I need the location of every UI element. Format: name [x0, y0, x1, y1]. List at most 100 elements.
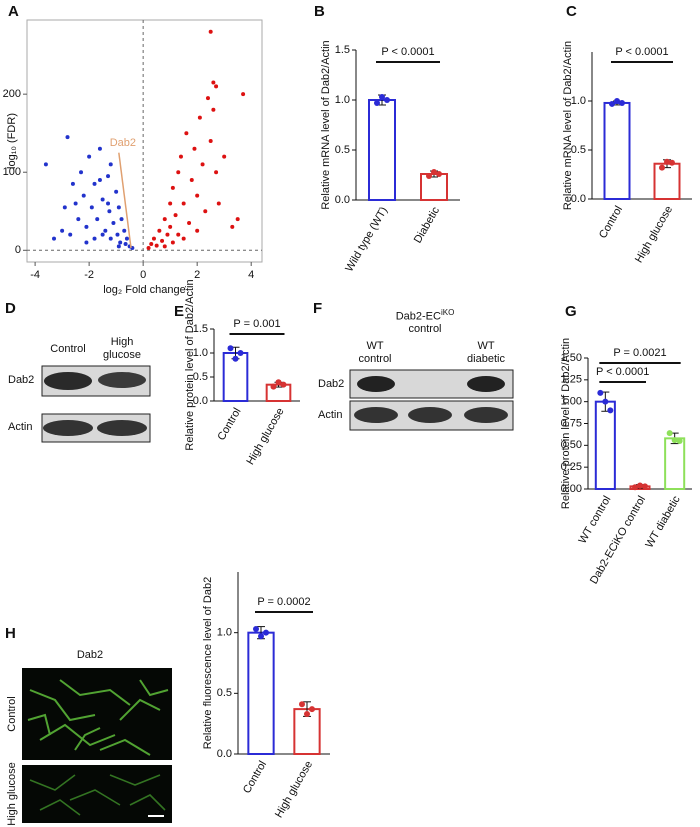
- y-tick-label: 0.5: [335, 144, 350, 156]
- point: [162, 244, 167, 249]
- point: [214, 170, 219, 175]
- point: [116, 205, 121, 210]
- bar: [368, 99, 396, 201]
- point: [203, 209, 208, 214]
- replicate-point: [270, 383, 277, 390]
- p-value: P < 0.0001: [615, 46, 668, 58]
- replicate-point: [253, 626, 259, 633]
- point: [52, 236, 57, 241]
- point: [89, 205, 94, 210]
- blot-band: [408, 407, 452, 423]
- point: [157, 228, 162, 233]
- point: [118, 240, 123, 245]
- replicate-point: [637, 482, 643, 489]
- panel-letter: D: [5, 300, 16, 317]
- y-axis-label: Relative mRNA level of Dab2/Actin: [320, 40, 332, 209]
- bar: [594, 400, 616, 490]
- y-tick-label: 0: [15, 244, 21, 256]
- x-tick-label: 2: [194, 269, 200, 281]
- y-tick-label: 0.5: [217, 687, 232, 699]
- replicate-point: [275, 379, 282, 386]
- bar: [653, 162, 681, 200]
- point: [208, 29, 213, 34]
- x-tick-label: Control: [215, 406, 243, 443]
- replicate-point: [609, 100, 615, 107]
- point: [168, 201, 173, 206]
- point: [73, 201, 78, 206]
- blot-band: [98, 372, 146, 388]
- replicate-point: [263, 629, 269, 636]
- x-tick-label: High glucose: [273, 759, 315, 820]
- replicate-point: [669, 159, 675, 166]
- point: [115, 232, 120, 237]
- x-tick-label: 0: [140, 269, 146, 281]
- point: [124, 236, 129, 241]
- row-label: Actin: [8, 421, 33, 433]
- point: [76, 217, 81, 222]
- point: [200, 162, 205, 167]
- x-tick-label: Diabetic: [412, 205, 443, 246]
- point: [106, 174, 111, 179]
- point: [107, 209, 112, 214]
- plot-frame: [26, 19, 263, 263]
- replicate-point: [299, 701, 305, 708]
- blot-band: [354, 407, 398, 423]
- point: [230, 224, 235, 229]
- panel-letter: A: [8, 3, 19, 20]
- cell-filaments: [27, 679, 169, 756]
- y-tick-label: 1.50: [561, 352, 582, 364]
- replicate-point: [666, 430, 673, 437]
- replicate-point: [642, 483, 648, 490]
- point: [181, 236, 186, 241]
- point: [79, 170, 84, 175]
- header-text: Dab2-EC: [395, 310, 441, 323]
- replicate-point: [436, 171, 442, 177]
- panel-letter: G: [565, 303, 577, 320]
- replicate-point: [232, 355, 239, 362]
- y-tick-label: 0.50: [561, 439, 582, 451]
- annotation: Dab2: [110, 137, 136, 149]
- replicate-point: [614, 98, 620, 104]
- point: [100, 232, 105, 237]
- point: [111, 220, 116, 225]
- point: [170, 240, 175, 245]
- point: [122, 228, 127, 233]
- x-tick-label: WT control: [577, 494, 614, 546]
- point: [192, 146, 197, 151]
- replicate-point: [431, 169, 437, 175]
- point: [176, 170, 181, 175]
- point: [106, 201, 111, 206]
- blot-header-sub: control: [408, 323, 442, 335]
- point: [154, 243, 159, 248]
- y-tick-label: 0.5: [571, 144, 586, 156]
- x-tick-label: Control: [597, 204, 625, 241]
- replicate-point: [607, 407, 614, 414]
- point: [173, 213, 178, 218]
- row-label: Actin: [318, 409, 343, 421]
- point: [211, 107, 216, 112]
- point: [60, 228, 65, 233]
- y-axis-label: Relative fluorescence level of Dab2: [202, 577, 214, 749]
- y-axis-label: log₁₀ (FDR): [6, 113, 18, 169]
- y-axis-label: Relative mRNA level of Dab2/Actin: [562, 41, 574, 210]
- blot-header: Dab2-ECiKO: [375, 306, 475, 324]
- point: [151, 236, 156, 241]
- micrograph-row-label: Control: [6, 696, 18, 731]
- panel-letter: C: [566, 3, 577, 20]
- y-tick-label: 0.5: [193, 371, 208, 383]
- point: [84, 224, 89, 229]
- point: [62, 205, 67, 210]
- blot-band: [44, 372, 92, 390]
- lane-label: Control: [50, 343, 86, 355]
- blot-band: [357, 376, 395, 392]
- point: [114, 189, 119, 194]
- point: [70, 181, 75, 186]
- replicate-point: [258, 633, 264, 640]
- replicate-point: [379, 94, 385, 100]
- p-value: P = 0.0021: [613, 347, 666, 359]
- point: [95, 217, 100, 222]
- y-tick-label: 0.75: [561, 417, 582, 429]
- y-tick-label: 1.0: [335, 94, 350, 106]
- point: [208, 139, 213, 143]
- y-tick-label: 0.0: [335, 194, 350, 206]
